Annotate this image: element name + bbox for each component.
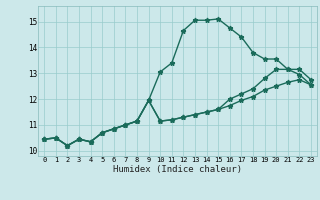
X-axis label: Humidex (Indice chaleur): Humidex (Indice chaleur)	[113, 165, 242, 174]
